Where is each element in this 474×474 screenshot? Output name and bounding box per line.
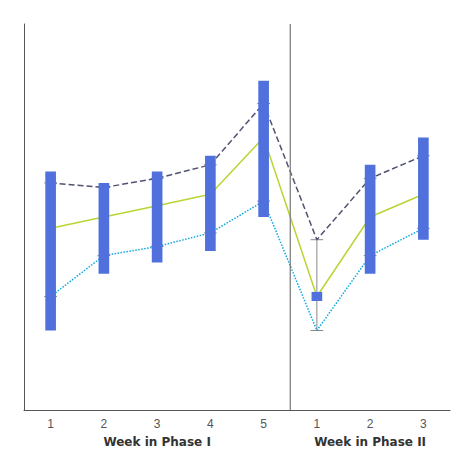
svg-text:Week in Phase II: Week in Phase II xyxy=(314,435,426,449)
svg-text:3: 3 xyxy=(154,417,161,431)
svg-text:5: 5 xyxy=(260,417,267,431)
svg-text:2: 2 xyxy=(101,417,108,431)
svg-text:2: 2 xyxy=(367,417,374,431)
svg-text:1: 1 xyxy=(47,417,54,431)
svg-text:3: 3 xyxy=(420,417,427,431)
svg-text:4: 4 xyxy=(207,417,214,431)
svg-text:Week in Phase I: Week in Phase I xyxy=(103,435,210,449)
svg-text:1: 1 xyxy=(314,417,321,431)
